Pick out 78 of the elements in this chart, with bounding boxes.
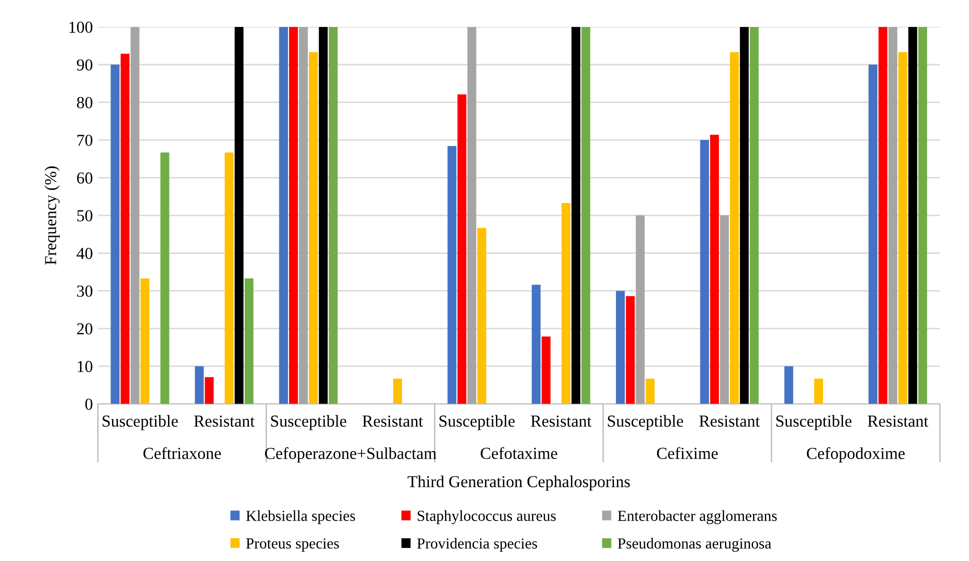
x-tick-label: Susceptible [776,415,852,430]
y-tick-label: 10 [78,360,92,372]
bar [750,26,759,404]
legend-label: Staphylococcus aureus [418,510,556,524]
bar [160,152,170,404]
bar [477,228,486,404]
bar [784,366,794,404]
bar [393,378,402,404]
text: Cefotaxime [480,447,558,459]
bar [298,26,308,404]
bar [224,152,234,404]
y-tick-label: 50 [77,210,92,222]
bar [318,26,328,404]
bar [918,26,928,404]
bar [626,296,635,404]
bar [730,52,739,404]
legend-label: Klebsiella species [246,510,356,524]
x-tick-label: Resistant [530,416,592,427]
y-tick-label: 60 [77,172,92,184]
bar [289,26,298,404]
legend-label: Providencia species [417,538,538,552]
bar [581,26,590,404]
y-tick-label: 70 [77,134,92,146]
bar [740,26,749,404]
x-tick-label: Susceptible [439,415,515,430]
bar [542,336,551,404]
text: Ceftriaxone [143,447,221,459]
text: Cefopodoxime [806,447,905,462]
bar [110,64,120,404]
bar [140,278,150,404]
x-tick-label: Susceptible [608,415,684,430]
y-tick-label: 100 [69,22,92,33]
bar [720,215,729,404]
text: Cefoperazone+Sulbactam [265,447,436,462]
y-tick-label: 80 [76,97,92,108]
x-tick-label: Susceptible [271,415,346,430]
bar [244,278,254,404]
bar [234,26,244,404]
y-tick-label: 20 [77,323,92,334]
x-tick-label: Resistant [699,416,760,427]
bar [130,26,140,404]
y-tick-label: 30 [77,286,92,297]
bar [448,146,456,404]
bar [700,140,709,404]
bar [814,378,824,404]
bar [888,26,898,404]
bar [120,54,130,404]
bar [636,215,645,404]
bar [616,290,625,404]
bar [878,26,888,404]
x-axis-title: Third Generation Cephalosporins [408,476,630,491]
bar [868,64,878,404]
y-axis-title: Frequency (%) [44,166,60,265]
y-tick-label: 0 [85,398,92,410]
bar [204,377,214,404]
y-tick-label: 90 [76,59,92,71]
bar [457,94,466,404]
legend-label: Enterobacter agglomerans [618,510,777,524]
x-tick-label: Resistant [194,416,255,427]
y-tick-label: 40 [76,248,92,260]
bar [562,202,570,404]
legend-label: Proteus species [246,538,339,552]
bar [194,366,204,404]
x-tick-label: Resistant [362,416,424,427]
bar [898,52,908,404]
bar [279,26,288,404]
bar [328,26,338,404]
legend-label: Pseudomonas aeruginosa [618,538,772,552]
bar [571,26,580,404]
x-tick-label: Resistant [868,416,928,427]
text: Cefixime [656,447,718,459]
bar [908,26,918,404]
x-tick-label: Susceptible [102,415,178,430]
bar [710,134,719,404]
bar [646,378,655,404]
bar [308,52,318,404]
bar [467,26,476,404]
bar [532,284,541,404]
